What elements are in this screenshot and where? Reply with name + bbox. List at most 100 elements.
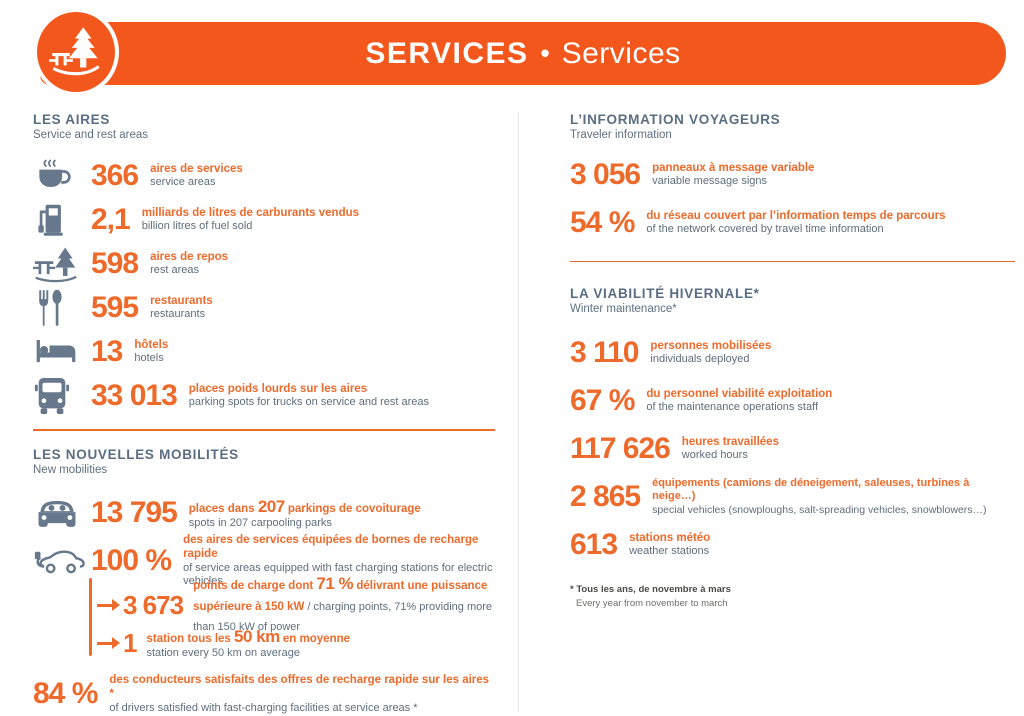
section-les-aires-head: LES AIRES Service and rest areas — [33, 112, 495, 141]
stat-label-fr: places dans 207 parkings de covoiturage — [189, 496, 421, 517]
stat-value: 3 673 — [123, 589, 184, 620]
stat-value: 84 % — [33, 677, 98, 710]
right-column: L’INFORMATION VOYAGEURS Traveler informa… — [570, 112, 1015, 612]
section-title-en: Traveler information — [570, 129, 672, 141]
picnic-tree-glyph — [49, 27, 100, 76]
section-mobilites-head: LES NOUVELLES MOBILITÉS New mobilities — [33, 447, 495, 476]
stat-labels: équipements (camions de déneigement, sal… — [652, 477, 1004, 518]
stat-label-en: weather stations — [629, 545, 710, 558]
stat-labels: heures travaillées worked hours — [682, 435, 779, 463]
stat-value: 366 — [91, 159, 139, 192]
label-fr-post: en moyenne — [279, 632, 351, 645]
stat-value: 3 110 — [570, 336, 639, 369]
stat-label-en: of the network covered by travel time in… — [646, 223, 884, 236]
stat-label-fr: aires de services — [150, 162, 243, 175]
stat-row-charge-points: 3 673 points de charge dont 71 % délivra… — [89, 574, 495, 633]
stat-label-fr: places poids lourds sur les aires — [188, 382, 368, 395]
charging-branches: 3 673 points de charge dont 71 % délivra… — [89, 574, 495, 660]
branch-line — [89, 578, 92, 656]
stat-label-fr: des aires de services équipées de bornes… — [183, 533, 479, 561]
stat-label-fr: équipements (camions de déneigement, sal… — [652, 476, 970, 503]
stat-labels: des aires de services équipées de bornes… — [183, 533, 495, 589]
stat-row-travel-time: 54 % du réseau couvert par l’information… — [570, 203, 1015, 243]
stat-labels: aires de services service areas — [150, 162, 243, 190]
stat-value: 100 % — [91, 544, 172, 577]
label-fr-post: parkings de covoiturage — [284, 502, 421, 515]
stat-label-en: parking spots for trucks on service and … — [188, 396, 430, 409]
stat-value: 13 — [91, 335, 123, 368]
stat-label-en: station every 50 km on average — [146, 646, 300, 659]
stat-labels: station tous les 50 km en moyenne statio… — [146, 626, 350, 661]
page-title-sub: Services — [561, 36, 681, 70]
stat-label-en: worked hours — [681, 449, 748, 462]
section-divider — [33, 429, 495, 431]
footnote-fr: * Tous les ans, de novembre à mars — [570, 584, 731, 595]
stat-value: 117 626 — [570, 432, 671, 465]
section-hivernale-head: LA VIABILITÉ HIVERNALE* Winter maintenan… — [570, 286, 1015, 315]
stat-label-fr: du réseau couvert par l’information temp… — [646, 209, 946, 222]
stat-label-en: individuals deployed — [650, 353, 750, 366]
stat-value: 1 — [123, 627, 138, 658]
stat-row-hotels: 13 hôtels hotels — [33, 331, 495, 373]
label-fr-pre: station tous les — [146, 632, 235, 645]
stat-labels: des conducteurs satisfaits des offres de… — [109, 673, 495, 716]
stat-row-restaurants: 595 restaurants restaurants — [33, 287, 495, 329]
stat-label-en: / charging points, 71% providing more th… — [193, 600, 493, 634]
stat-value: 54 % — [570, 206, 635, 239]
stat-label-en: restaurants — [150, 308, 206, 321]
stat-row-staff-pct: 67 % du personnel viabilité exploitation… — [570, 381, 1015, 421]
stat-label-fr: panneaux à message variable — [652, 161, 815, 174]
bed-icon — [33, 335, 91, 369]
stat-label-en: rest areas — [150, 264, 199, 277]
footnote-en: Every year from november to march — [576, 598, 728, 610]
section-title-fr: LES AIRES — [33, 112, 111, 127]
stat-value: 598 — [91, 247, 139, 280]
label-fr-big: 207 — [257, 496, 285, 516]
stat-value: 613 — [570, 528, 618, 561]
stat-labels: places poids lourds sur les aires parkin… — [189, 382, 429, 410]
stat-row-rest-areas: 598 aires de repos rest areas — [33, 243, 495, 285]
label-fr-pre: places dans — [188, 502, 258, 515]
stat-labels: points de charge dont 71 % délivrant une… — [193, 573, 495, 637]
stat-row-truck-parking: 33 013 places poids lourds sur les aires… — [33, 375, 495, 417]
stat-value: 67 % — [570, 384, 635, 417]
stat-label-en: special vehicles (snowploughs, salt-spre… — [652, 504, 987, 517]
stat-row-personnel: 3 110 personnes mobilisées individuals d… — [570, 333, 1015, 373]
stat-label-en: spots in 207 carpooling parks — [188, 516, 332, 529]
column-divider — [518, 112, 519, 712]
section-info-voyageurs-head: L’INFORMATION VOYAGEURS Traveler informa… — [570, 112, 1015, 141]
stat-label-en: of service areas equipped with fast char… — [183, 561, 493, 588]
page-title-main: SERVICES — [365, 36, 529, 70]
stat-label-fr: du personnel viabilité exploitation — [646, 387, 833, 400]
carpool-car-icon — [33, 494, 91, 532]
stat-label-fr: hôtels — [134, 338, 169, 351]
stat-value: 595 — [91, 291, 139, 324]
stat-value: 13 795 — [91, 496, 178, 529]
stat-row-station-spacing: 1 station tous les 50 km en moyenne stat… — [89, 626, 495, 660]
label-fr-pre: points de charge dont — [193, 579, 317, 592]
stat-value: 33 013 — [91, 379, 178, 412]
stat-row-fuel: 2,1 milliards de litres de carburants ve… — [33, 199, 495, 241]
stat-value: 2,1 — [91, 203, 131, 236]
stat-labels: restaurants restaurants — [150, 294, 213, 322]
stat-label-en: of drivers satisfied with fast-charging … — [109, 701, 418, 714]
truck-icon — [33, 375, 91, 417]
stat-label-en: billion litres of fuel sold — [141, 220, 253, 233]
stat-label-fr: restaurants — [150, 294, 213, 307]
stat-row-vms: 3 056 panneaux à message variable variab… — [570, 155, 1015, 195]
label-fr-big: 71 % — [316, 573, 354, 593]
stat-labels: aires de repos rest areas — [150, 250, 228, 278]
branch-arrow-icon — [97, 637, 120, 649]
stat-labels: stations météo weather stations — [629, 531, 710, 559]
stat-labels: hôtels hotels — [134, 338, 168, 366]
footnote-winter: * Tous les ans, de novembre à mars Every… — [570, 583, 1015, 612]
section-title-en: Service and rest areas — [33, 129, 149, 141]
stat-labels: du personnel viabilité exploitation of t… — [646, 387, 832, 415]
section-title-fr: LA VIABILITÉ HIVERNALE* — [570, 286, 760, 301]
picnic-tree-icon — [33, 8, 119, 96]
stat-label-fr: heures travaillées — [681, 435, 779, 448]
stat-labels: panneaux à message variable variable mes… — [652, 161, 814, 189]
left-column: LES AIRES Service and rest areas 366 air… — [33, 112, 495, 716]
stat-label-en: variable message signs — [652, 175, 768, 188]
stat-labels: places dans 207 parkings de covoiturage … — [189, 496, 421, 531]
